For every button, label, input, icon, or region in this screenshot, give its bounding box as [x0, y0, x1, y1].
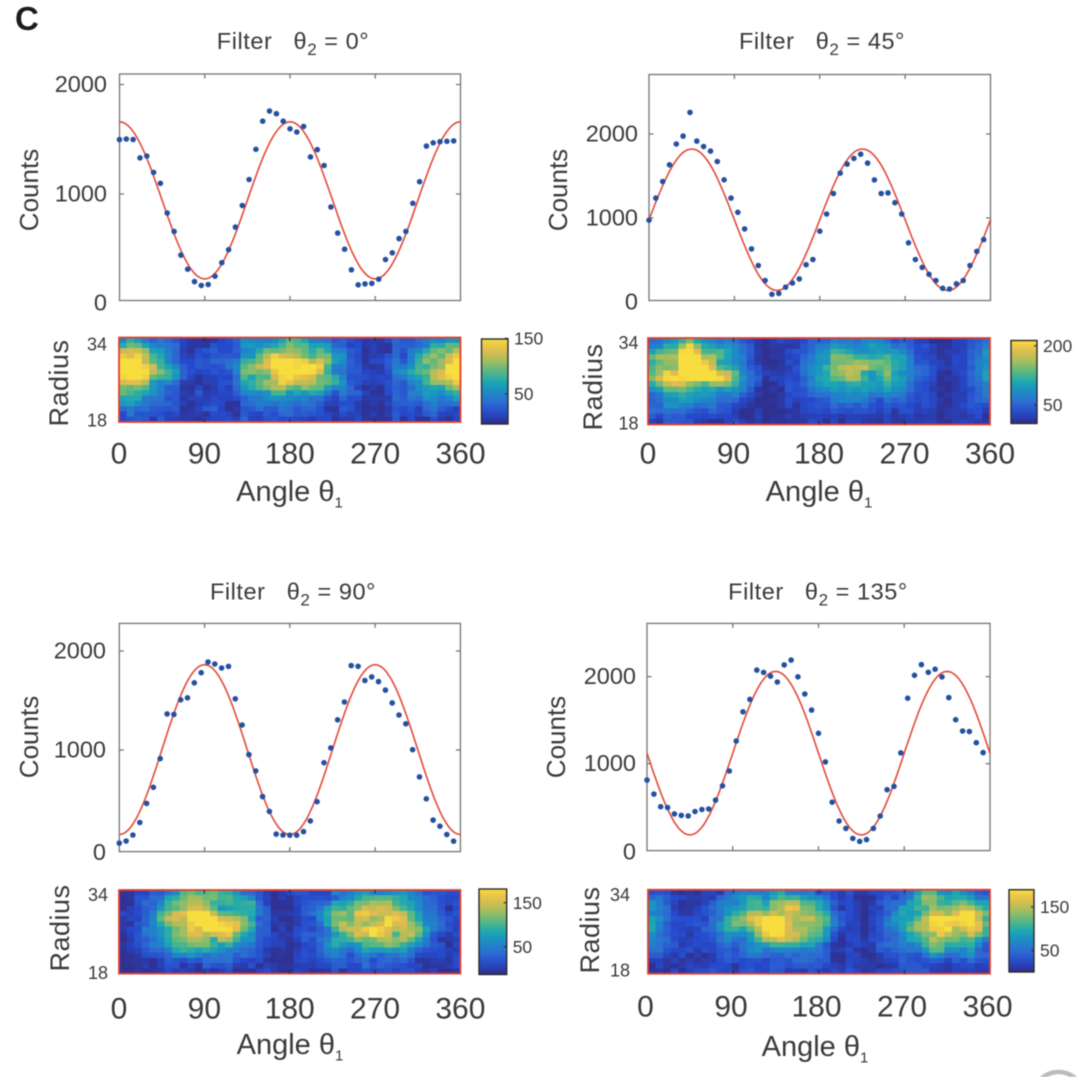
- svg-text:50: 50: [514, 384, 534, 404]
- svg-text:34: 34: [88, 885, 108, 905]
- svg-text:200: 200: [1043, 336, 1072, 356]
- svg-text:Filter θ2 = 0°: Filter θ2 = 0°: [217, 28, 369, 59]
- svg-text:1000: 1000: [586, 205, 638, 231]
- svg-text:150: 150: [513, 893, 542, 913]
- svg-text:18: 18: [87, 411, 107, 431]
- svg-text:C: C: [15, 0, 39, 37]
- svg-text:90: 90: [188, 993, 221, 1026]
- svg-text:Angle θ1: Angle θ1: [237, 1029, 344, 1065]
- svg-text:Filter θ2 = 45°: Filter θ2 = 45°: [739, 28, 905, 59]
- svg-text:0: 0: [640, 438, 657, 471]
- svg-text:0: 0: [637, 991, 654, 1024]
- svg-text:0: 0: [94, 290, 107, 316]
- svg-text:Angle θ1: Angle θ1: [762, 1031, 869, 1067]
- svg-text:1000: 1000: [584, 750, 636, 776]
- svg-text:1000: 1000: [55, 181, 107, 207]
- svg-text:2000: 2000: [584, 663, 636, 689]
- svg-text:270: 270: [877, 991, 927, 1024]
- svg-text:18: 18: [618, 414, 638, 434]
- svg-text:Counts: Counts: [14, 696, 44, 778]
- svg-text:Counts: Counts: [14, 149, 44, 231]
- svg-text:Counts: Counts: [543, 149, 573, 231]
- svg-text:360: 360: [962, 991, 1012, 1024]
- svg-text:270: 270: [879, 438, 929, 471]
- svg-text:180: 180: [794, 438, 844, 471]
- svg-text:2000: 2000: [586, 121, 638, 147]
- svg-text:18: 18: [88, 963, 108, 983]
- svg-text:50: 50: [1043, 395, 1063, 415]
- svg-text:34: 34: [610, 885, 630, 905]
- svg-text:180: 180: [265, 993, 315, 1026]
- svg-text:Radius: Radius: [578, 343, 608, 430]
- svg-text:270: 270: [350, 993, 400, 1026]
- svg-text:0: 0: [93, 839, 106, 865]
- svg-text:Angle θ1: Angle θ1: [766, 476, 873, 512]
- svg-text:34: 34: [618, 333, 638, 353]
- svg-text:2000: 2000: [54, 638, 106, 664]
- svg-text:360: 360: [435, 993, 485, 1026]
- svg-text:180: 180: [265, 438, 315, 471]
- svg-text:2000: 2000: [55, 71, 107, 97]
- svg-text:150: 150: [514, 329, 543, 349]
- svg-text:150: 150: [1040, 897, 1069, 917]
- svg-text:Radius: Radius: [575, 886, 605, 973]
- svg-text:Filter θ2 = 90°: Filter θ2 = 90°: [210, 579, 376, 610]
- svg-text:270: 270: [350, 438, 400, 471]
- svg-text:Filter θ2 = 135°: Filter θ2 = 135°: [728, 579, 908, 610]
- svg-text:50: 50: [1040, 941, 1060, 961]
- svg-text:90: 90: [717, 438, 750, 471]
- svg-text:34: 34: [87, 335, 107, 355]
- svg-text:0: 0: [623, 839, 636, 865]
- svg-text:Angle θ1: Angle θ1: [236, 476, 343, 512]
- svg-text:Counts: Counts: [541, 696, 571, 778]
- svg-text:0: 0: [111, 993, 128, 1026]
- svg-text:50: 50: [513, 937, 533, 957]
- svg-text:1000: 1000: [54, 737, 106, 763]
- svg-text:Radius: Radius: [44, 339, 74, 426]
- svg-text:90: 90: [188, 438, 221, 471]
- svg-text:18: 18: [610, 961, 630, 981]
- svg-text:0: 0: [625, 289, 638, 315]
- svg-text:360: 360: [435, 438, 485, 471]
- svg-text:360: 360: [965, 438, 1015, 471]
- svg-text:90: 90: [714, 991, 747, 1024]
- svg-text:180: 180: [791, 991, 841, 1024]
- svg-text:Radius: Radius: [45, 884, 75, 971]
- svg-text:0: 0: [111, 438, 128, 471]
